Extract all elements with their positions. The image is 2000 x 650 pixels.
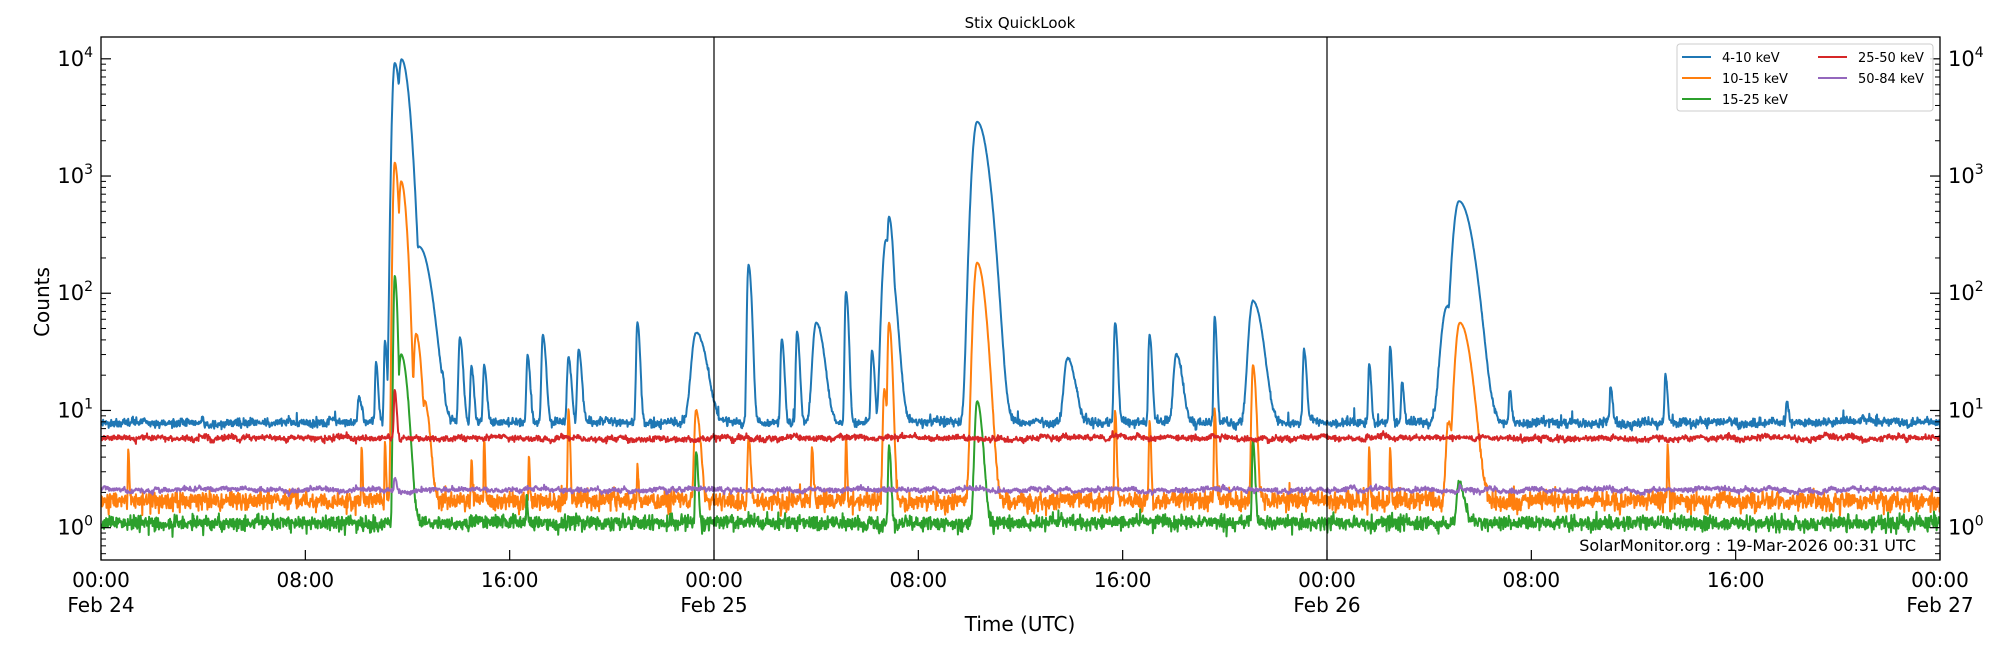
series-line-50-84-kev <box>101 476 1940 498</box>
legend-box <box>1676 43 1934 112</box>
x-tick-label: 00:00 <box>1911 568 1969 592</box>
x-tick-label: 16:00 <box>1094 568 1152 592</box>
x-tick-date-label: Feb 27 <box>1906 593 1973 617</box>
x-tick-label: 16:00 <box>481 568 539 592</box>
legend-label: 50-84 keV <box>1858 72 1924 87</box>
x-axis-label: Time (UTC) <box>964 612 1076 636</box>
day-separators <box>713 37 1328 560</box>
y-tick-label-right: 102 <box>1948 279 1984 305</box>
x-tick-label: 08:00 <box>1503 568 1561 592</box>
series-line-4-10-kev <box>101 58 1940 432</box>
legend: 4-10 keV 10-15 keV 15-25 keV 25-50 keV 50-84… <box>1676 43 1934 112</box>
x-tick-date-label: Feb 26 <box>1293 593 1360 617</box>
y-tick-label-right: 101 <box>1948 396 1984 422</box>
legend-label: 25-50 keV <box>1858 51 1924 66</box>
plot-frame <box>100 36 1941 561</box>
y-tick-label-left: 103 <box>57 162 93 188</box>
y-tick-label-left: 104 <box>57 45 93 71</box>
y-tick-label-left: 102 <box>57 279 93 305</box>
x-tick-label: 00:00 <box>72 568 130 592</box>
legend-label: 15-25 keV <box>1722 93 1788 108</box>
y-tick-label-left: 100 <box>57 514 93 540</box>
chart-title: Stix QuickLook <box>965 14 1076 32</box>
y-axis-label: Counts <box>30 267 54 337</box>
x-tick-label: 08:00 <box>890 568 948 592</box>
watermark-annotation: SolarMonitor.org : 19-Mar-2026 00:31 UTC <box>1579 536 1916 555</box>
y-tick-label-right: 100 <box>1948 514 1984 540</box>
legend-label: 4-10 keV <box>1722 51 1780 66</box>
y-tick-label-right: 104 <box>1948 45 1984 71</box>
series-line-15-25-kev <box>101 275 1940 538</box>
x-tick-label: 08:00 <box>277 568 335 592</box>
y-axis: 100 100 101 101 102 102 103 103 104 104 <box>57 45 1984 555</box>
y-tick-label-left: 101 <box>57 396 93 422</box>
x-tick-label: 16:00 <box>1707 568 1765 592</box>
x-tick-label: 00:00 <box>1298 568 1356 592</box>
series-line-25-50-kev <box>101 389 1940 445</box>
x-tick-label: 00:00 <box>685 568 743 592</box>
plot-lines <box>101 58 1940 538</box>
legend-label: 10-15 keV <box>1722 72 1788 87</box>
y-tick-label-right: 103 <box>1948 162 1984 188</box>
x-tick-date-label: Feb 24 <box>67 593 134 617</box>
x-tick-date-label: Feb 25 <box>680 593 747 617</box>
series-line-10-15-kev <box>101 161 1940 517</box>
